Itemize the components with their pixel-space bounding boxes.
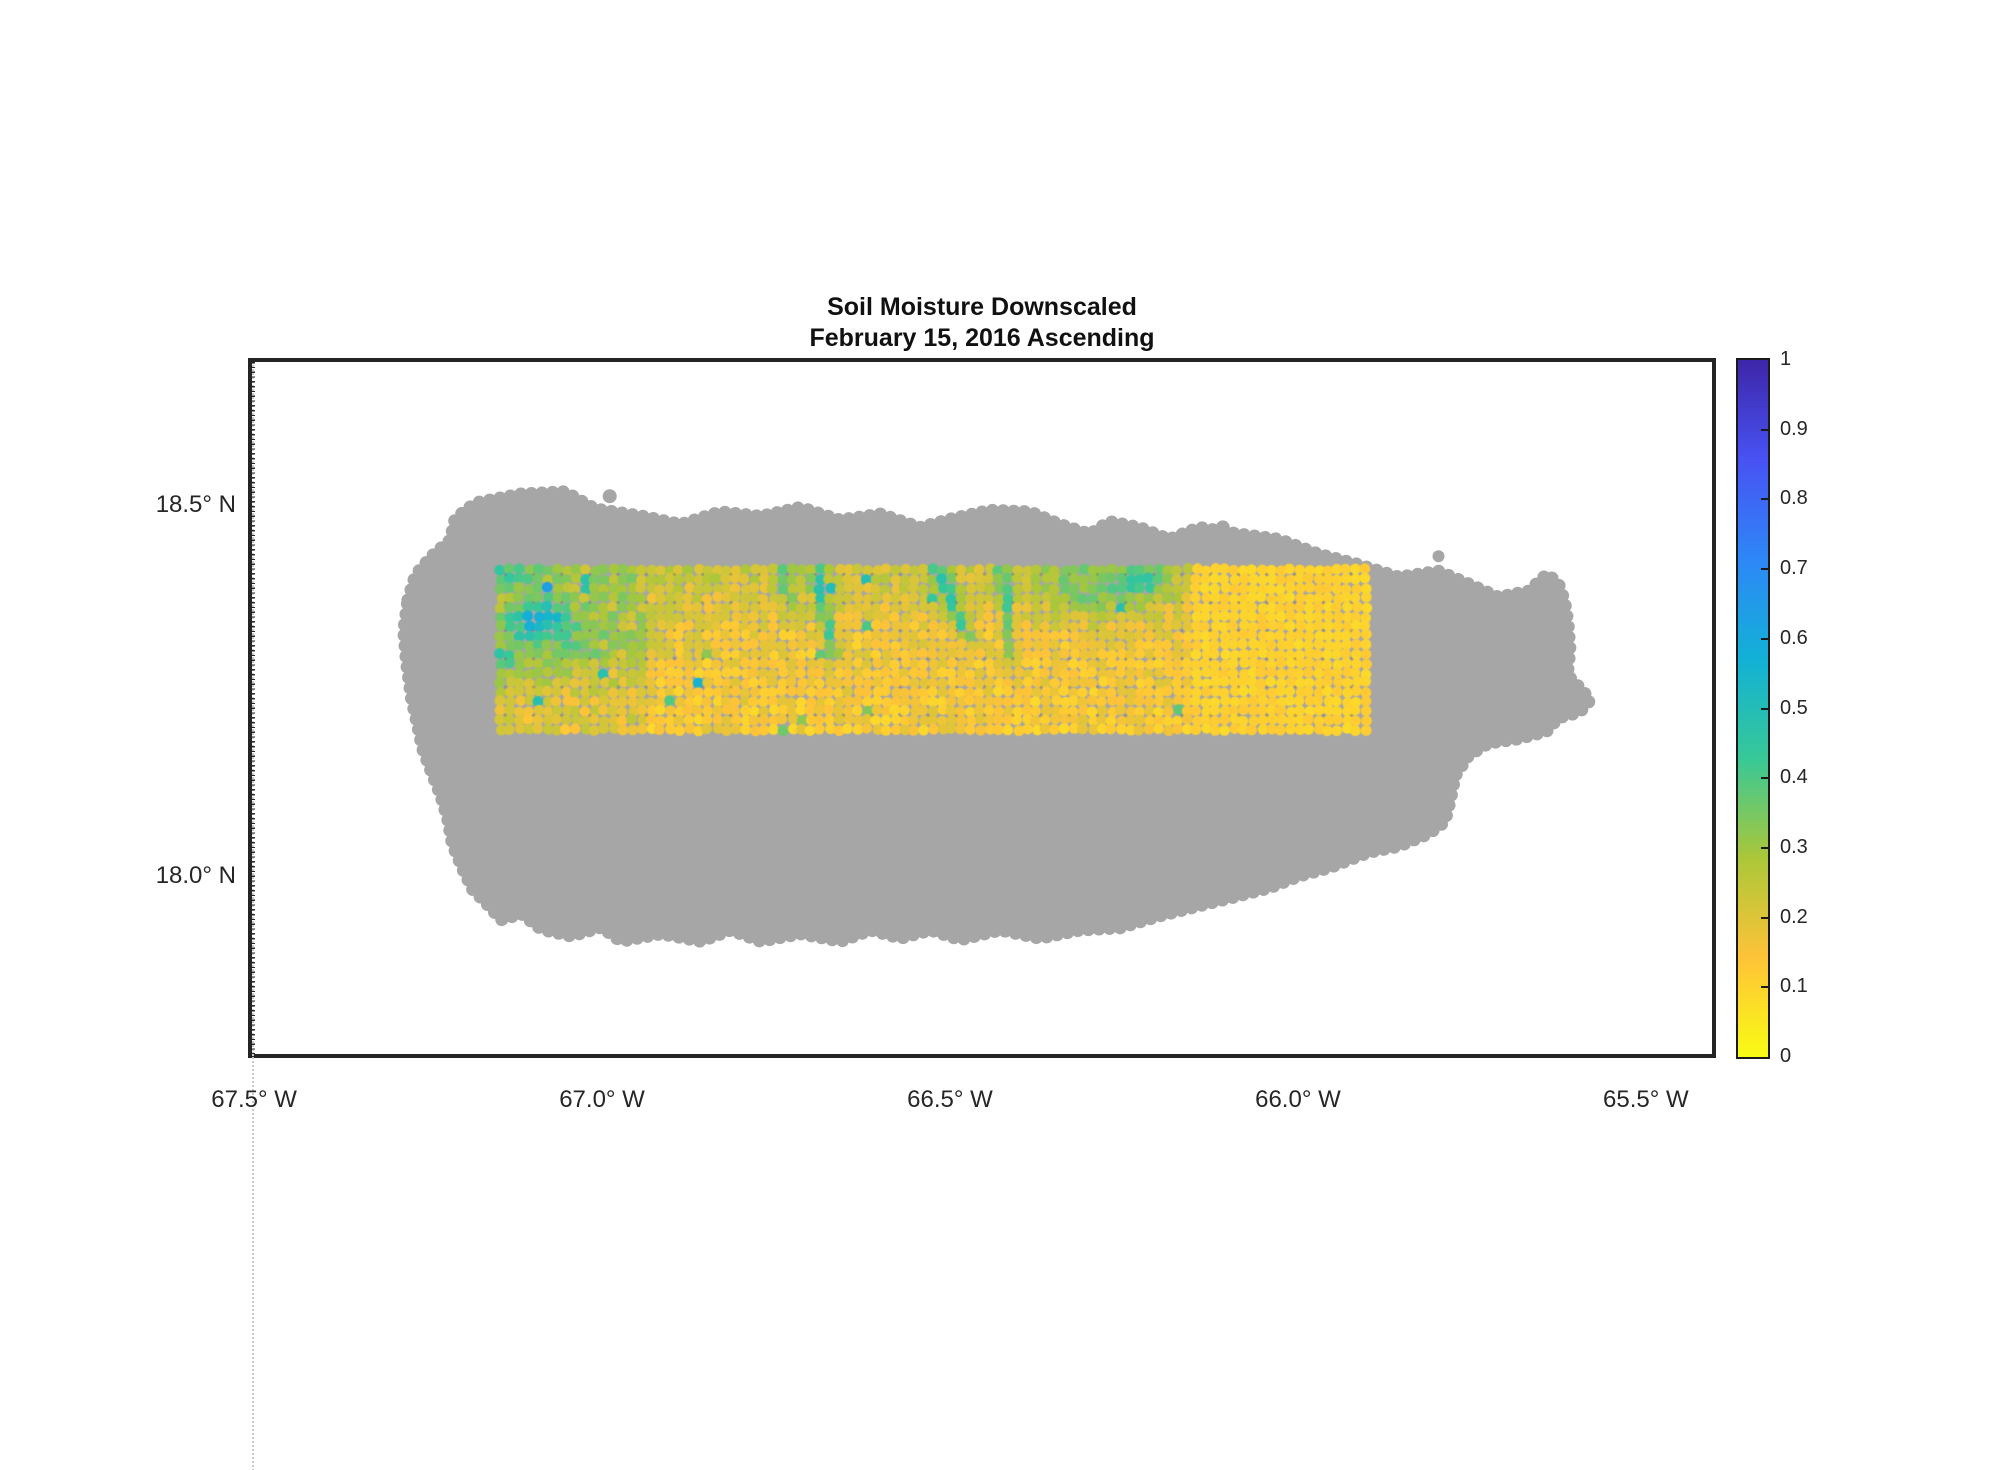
colorbar-tick-mark <box>1761 846 1768 849</box>
colorbar-tick-mark <box>1761 637 1768 640</box>
x-tick-label-0: 67.5° W <box>211 1086 297 1113</box>
colorbar-tick-mark <box>1761 428 1768 431</box>
y-tick-label-1: 18.0° N <box>155 861 236 889</box>
map-plot-area <box>248 358 1716 1470</box>
soil-moisture-swath <box>252 362 1712 1054</box>
colorbar-tick-label-4: 0.6 <box>1780 626 1808 649</box>
colorbar-tick-label-2: 0.8 <box>1780 487 1808 510</box>
axis-minor-ticks <box>252 362 255 1054</box>
colorbar-tick-label-5: 0.5 <box>1780 696 1808 719</box>
y-tick-label-0: 18.5° N <box>155 491 236 519</box>
colorbar-tick-label-10: 0 <box>1780 1045 1792 1067</box>
colorbar-tick-mark <box>1761 498 1768 501</box>
colorbar-tick-label-7: 0.3 <box>1780 835 1808 858</box>
figure-title-line2: February 15, 2016 Ascending <box>809 324 1155 352</box>
colorbar-tick-label-9: 0.1 <box>1780 975 1808 998</box>
colorbar-tick-mark <box>1761 777 1768 780</box>
figure-title-line1: Soil Moisture Downscaled <box>827 293 1137 321</box>
x-tick-label-2: 66.5° W <box>907 1086 993 1113</box>
x-tick-label-4: 65.5° W <box>1603 1086 1689 1113</box>
colorbar-tick-label-1: 0.9 <box>1780 417 1808 440</box>
colorbar-tick-mark <box>1761 986 1768 989</box>
figure-title: Soil Moisture Downscaled February 15, 20… <box>248 292 1716 354</box>
colorbar-tick-label-3: 0.7 <box>1780 557 1808 580</box>
colorbar-tick-label-0: 1 <box>1780 348 1792 370</box>
colorbar-tick-mark <box>1761 916 1768 919</box>
colorbar <box>1736 358 1770 1059</box>
colorbar-tick-label-8: 0.2 <box>1780 905 1808 928</box>
x-tick-label-1: 67.0° W <box>559 1086 645 1113</box>
colorbar-tick-mark <box>1761 707 1768 710</box>
colorbar-tick-label-6: 0.4 <box>1780 766 1808 789</box>
gridline-vertical <box>252 1054 254 1470</box>
colorbar-tick-mark <box>1761 568 1768 571</box>
x-tick-label-3: 66.0° W <box>1255 1086 1341 1113</box>
